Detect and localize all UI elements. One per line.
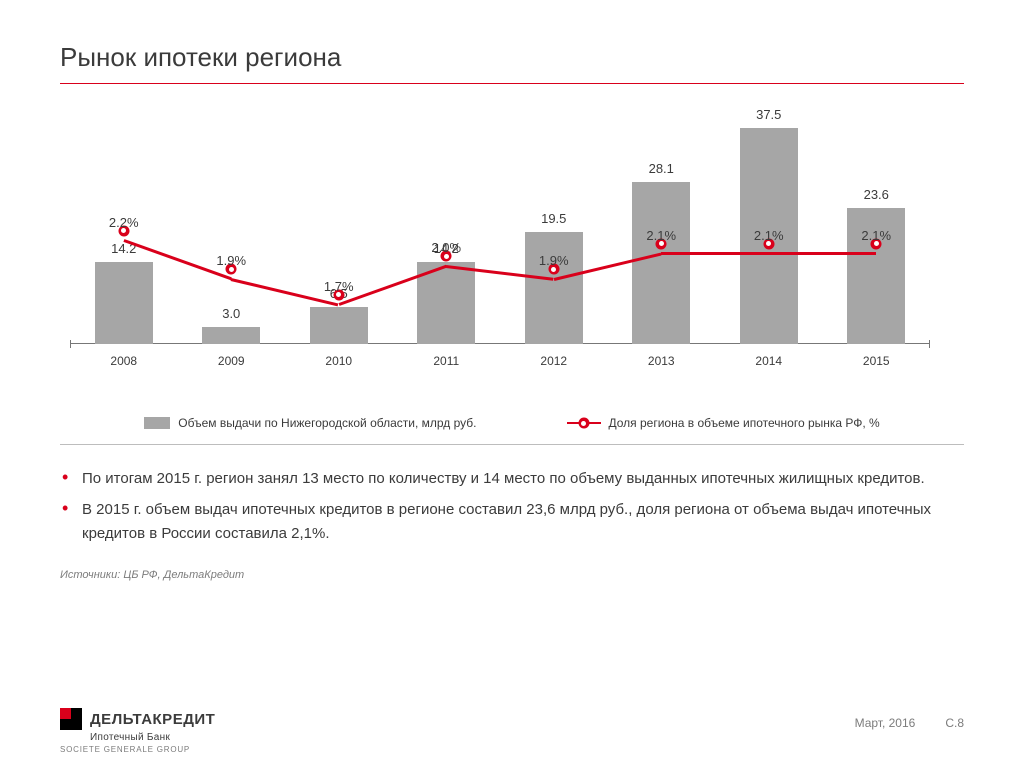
x-category-label: 2012 (540, 354, 567, 368)
page-meta: Март, 2016 C.8 (855, 716, 964, 730)
page-title: Рынок ипотеки региона (60, 42, 964, 73)
chart-plot-area: 14.220083.020096.5201014.2201119.5201228… (70, 114, 930, 374)
bullet-list: По итогам 2015 г. регион занял 13 место … (60, 467, 964, 545)
legend-item-line: Доля региона в объеме ипотечного рынка Р… (567, 416, 880, 430)
title-divider (60, 83, 964, 84)
x-category-label: 2010 (325, 354, 352, 368)
x-category-label: 2011 (433, 354, 459, 368)
legend-label-line: Доля региона в объеме ипотечного рынка Р… (609, 416, 880, 430)
brand-logo-icon (60, 708, 82, 730)
x-category-label: 2014 (755, 354, 782, 368)
bar (95, 262, 153, 344)
bar-value-label: 3.0 (222, 306, 240, 321)
bar (417, 262, 475, 344)
brand-subtitle: Ипотечный Банк (90, 732, 964, 743)
line-segment (661, 252, 769, 255)
line-value-label: 2.1% (646, 228, 676, 243)
bullet-item: В 2015 г. объем выдач ипотечных кредитов… (60, 498, 964, 545)
bar (525, 232, 583, 344)
x-category-label: 2013 (648, 354, 675, 368)
body-divider (60, 444, 964, 445)
legend-swatch-line (567, 422, 601, 424)
bar-value-label: 28.1 (649, 161, 674, 176)
line-value-label: 1.7% (324, 279, 354, 294)
footer-date: Март, 2016 (855, 716, 916, 730)
bar-value-label: 19.5 (541, 211, 566, 226)
combo-chart: 14.220083.020096.5201014.2201119.5201228… (60, 114, 964, 424)
legend-label-bars: Объем выдачи по Нижегородской области, м… (178, 416, 476, 430)
bullet-item: По итогам 2015 г. регион занял 13 место … (60, 467, 964, 490)
line-value-label: 1.9% (539, 253, 569, 268)
line-value-label: 1.9% (216, 253, 246, 268)
bar (202, 327, 260, 344)
line-segment (231, 278, 339, 306)
x-category-label: 2009 (218, 354, 245, 368)
legend-swatch-bar (144, 417, 170, 429)
x-category-label: 2008 (110, 354, 137, 368)
line-value-label: 2.1% (861, 228, 891, 243)
line-segment (769, 252, 877, 255)
bar (632, 182, 690, 344)
brand-group: SOCIETE GENERALE GROUP (60, 745, 964, 754)
footer: ДЕЛЬТАКРЕДИТ Ипотечный Банк SOCIETE GENE… (60, 708, 964, 754)
line-value-label: 2.0% (431, 240, 461, 255)
slide: Рынок ипотеки региона 14.220083.020096.5… (0, 0, 1024, 768)
brand-name: ДЕЛЬТАКРЕДИТ (90, 711, 215, 728)
bar-value-label: 23.6 (864, 187, 889, 202)
brand: ДЕЛЬТАКРЕДИТ (60, 708, 964, 730)
x-category-label: 2015 (863, 354, 890, 368)
bar (310, 307, 368, 344)
line-value-label: 2.2% (109, 215, 139, 230)
footer-page: C.8 (945, 716, 964, 730)
bar-value-label: 37.5 (756, 107, 781, 122)
line-value-label: 2.1% (754, 228, 784, 243)
source-note: Источники: ЦБ РФ, ДельтаКредит (60, 569, 964, 581)
chart-legend: Объем выдачи по Нижегородской области, м… (60, 416, 964, 430)
legend-item-bars: Объем выдачи по Нижегородской области, м… (144, 416, 476, 430)
